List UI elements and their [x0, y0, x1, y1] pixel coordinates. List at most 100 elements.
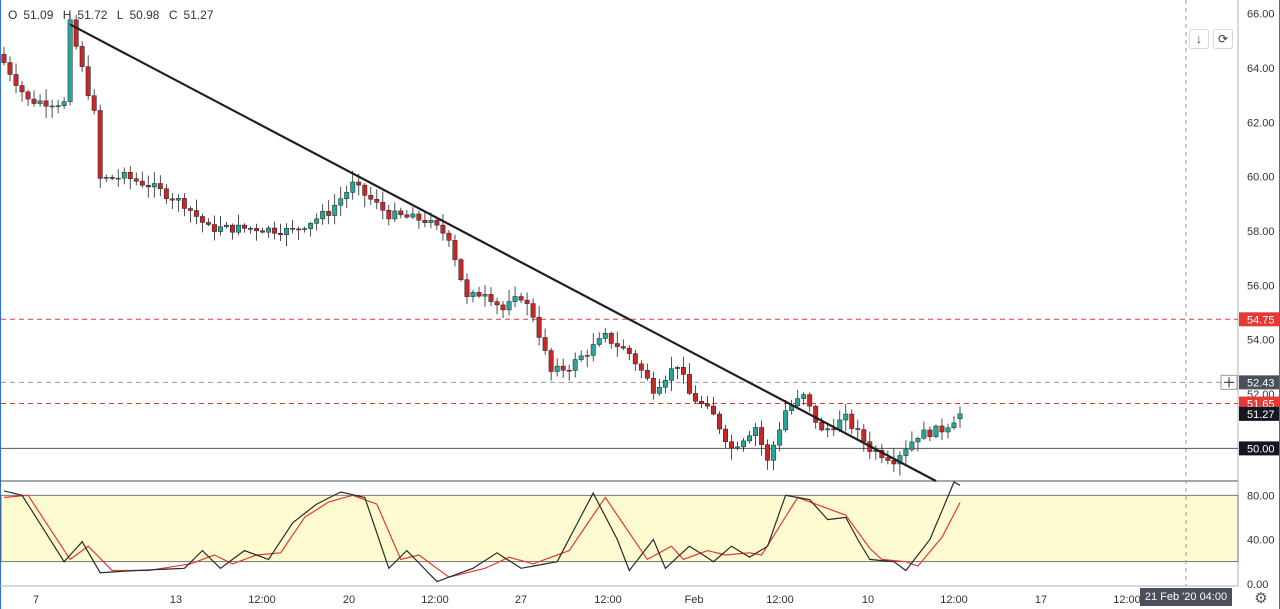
candle-body: [224, 224, 229, 227]
candle-body: [632, 353, 638, 365]
candle-body: [470, 292, 476, 297]
price-tick-label: 64.00: [1247, 63, 1275, 75]
candle-body: [674, 367, 680, 369]
candle-body: [488, 294, 494, 302]
gear-icon: ⚙: [1254, 590, 1268, 607]
candle-body: [362, 184, 368, 196]
candle-body: [692, 393, 698, 402]
candle-body: [320, 211, 326, 220]
candle-body: [807, 394, 813, 407]
candle-body: [422, 220, 428, 223]
candle-body: [127, 172, 133, 179]
candle-body: [927, 429, 933, 437]
time-tick-label: 12:00: [248, 594, 276, 606]
candle-body: [416, 213, 422, 221]
candle-body: [356, 181, 362, 186]
candle-body: [446, 232, 452, 241]
candle-body: [572, 359, 578, 371]
time-tick-label: Feb: [685, 594, 704, 606]
oscillator-tick-label: 0.00: [1247, 579, 1268, 591]
candle-body: [398, 210, 404, 216]
candle-body: [314, 218, 320, 224]
candle-body: [260, 230, 265, 233]
candle-body: [951, 422, 957, 429]
candle-body: [458, 259, 464, 280]
candle-body: [368, 195, 374, 200]
candle-body: [37, 100, 43, 104]
candle-body: [813, 405, 819, 423]
candle-body: [945, 427, 951, 433]
candle-body: [843, 413, 849, 421]
candle-body: [139, 180, 145, 186]
ohlc-legend: O 51.09 H 51.72 L 50.98 C 51.27: [8, 8, 220, 22]
candle-body: [434, 220, 440, 226]
candle-body: [7, 62, 13, 75]
candle-body: [296, 228, 302, 231]
time-tick-label: 7: [33, 594, 39, 606]
candle-body: [825, 428, 831, 431]
candle-body: [284, 228, 290, 236]
price-tick-label: 62.00: [1247, 117, 1275, 129]
candle-body: [608, 333, 614, 344]
candle-body: [506, 301, 512, 311]
candle-body: [765, 444, 771, 461]
candle-body: [596, 338, 602, 345]
candle-body: [85, 66, 91, 96]
settings-button[interactable]: ⚙: [1250, 589, 1272, 607]
candle-body: [819, 422, 825, 431]
last-price-tag: 51.27: [1247, 409, 1275, 421]
candle-body: [855, 428, 861, 430]
candle-body: [530, 303, 536, 318]
candle-body: [518, 296, 524, 301]
stochastic-band: [0, 494, 1239, 563]
scroll-to-realtime-button[interactable]: ↓: [1189, 29, 1209, 49]
candle-body: [602, 333, 608, 339]
candle-body: [735, 446, 740, 449]
candle-body: [536, 317, 542, 338]
candle-body: [278, 233, 284, 236]
candle-body: [741, 440, 746, 448]
candle-body: [578, 355, 584, 360]
reset-chart-button[interactable]: ⟳: [1213, 29, 1233, 49]
price-tag-bg: [1239, 441, 1279, 456]
price-tag: 50.00: [1247, 443, 1275, 455]
arrow-down-icon: ↓: [1196, 32, 1202, 46]
candle-body: [542, 337, 548, 351]
candle-body: [933, 425, 939, 437]
price-tag-bg: [1239, 312, 1279, 327]
ohlc-low: L 50.98: [116, 8, 160, 22]
price-tick-label: 54.00: [1247, 335, 1275, 347]
candle-body: [777, 429, 783, 446]
oscillator-tick-label: 40.00: [1247, 535, 1275, 547]
candle-body: [193, 210, 199, 217]
oscillator-tick-label: 80.00: [1247, 490, 1275, 502]
candle-body: [428, 220, 434, 223]
candle-body: [67, 19, 73, 102]
candle-body: [699, 401, 704, 404]
candle-body: [19, 85, 25, 93]
candle-body: [151, 183, 157, 188]
ohlc-high: H 51.72: [62, 8, 108, 22]
price-tick-label: 56.00: [1247, 280, 1275, 292]
candle-body: [115, 177, 121, 180]
candle-body: [909, 441, 915, 450]
candle-body: [248, 228, 253, 230]
candle-body: [79, 46, 85, 67]
candle-body: [903, 449, 909, 456]
candle-body: [795, 398, 801, 407]
candle-body: [554, 365, 560, 372]
candle-body: [656, 386, 662, 394]
candle-body: [175, 198, 181, 201]
candle-body: [747, 435, 753, 442]
candle-body: [404, 214, 410, 218]
candle-body: [31, 98, 37, 104]
candle-body: [326, 211, 332, 216]
candle-body: [861, 429, 867, 442]
candle-body: [410, 213, 416, 218]
ohlc-close: C 51.27: [168, 8, 214, 22]
candle-body: [25, 91, 31, 100]
candle-body: [614, 343, 620, 347]
candle-body: [1, 54, 7, 63]
candle-body: [266, 227, 272, 233]
